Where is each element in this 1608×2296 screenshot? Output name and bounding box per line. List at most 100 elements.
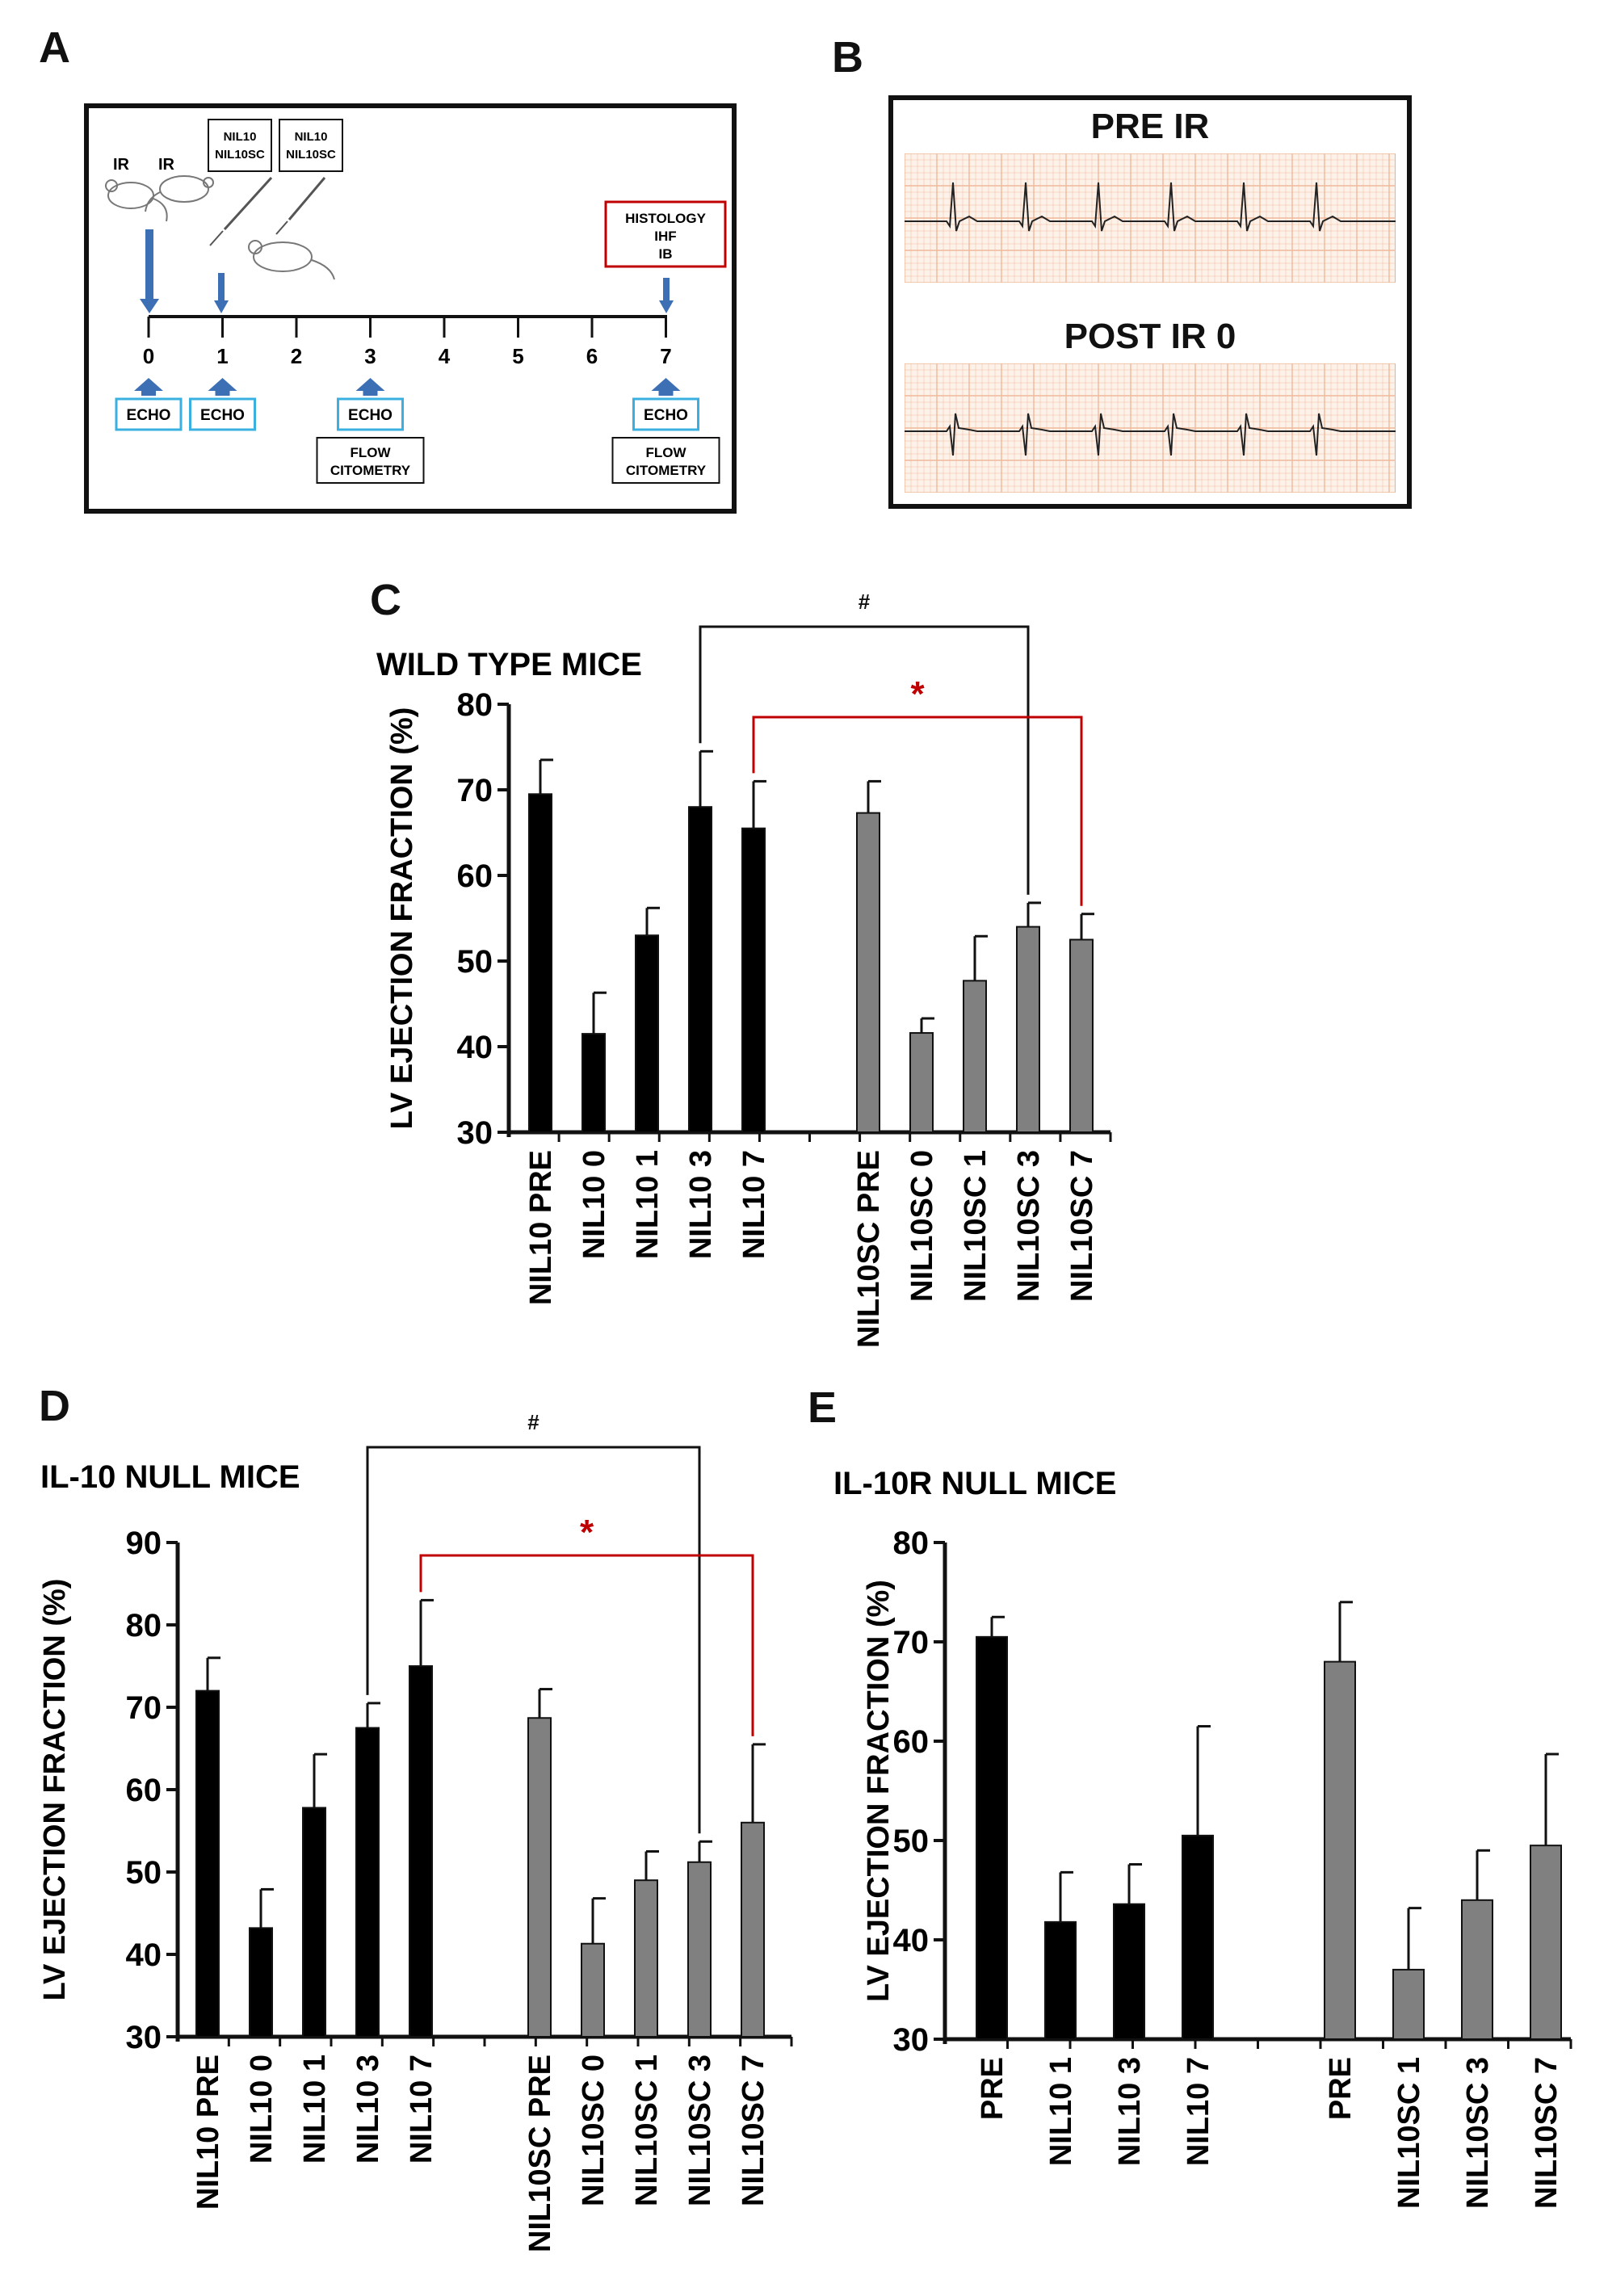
chart-il10r-null: IL-10R NULL MICE LV EJECTION FRACTION (%)… <box>833 1466 1572 2209</box>
x-tick-label: NIL10 7 <box>1182 2057 1215 2166</box>
x-tick-label: NIL10 3 <box>684 1150 718 1259</box>
endpoint-label: HISTOLOGY <box>625 211 706 226</box>
ecg-trace <box>905 182 1396 232</box>
bar <box>687 1861 712 2038</box>
ecg-panel: PRE IR POST IR 0 <box>888 95 1412 509</box>
bar <box>409 1665 433 2038</box>
up-arrow-icon <box>355 378 385 396</box>
day-label: 0 <box>143 344 154 368</box>
significance-star: * <box>910 674 925 714</box>
x-tick-label: NIL10 1 <box>631 1150 665 1259</box>
panel-letter-c: C <box>370 576 401 624</box>
drug-box <box>208 119 272 172</box>
ecg-trace <box>905 413 1396 456</box>
bar <box>976 1635 1008 2040</box>
bar <box>195 1689 220 2038</box>
x-tick-label: NIL10SC 7 <box>737 2055 770 2206</box>
bar <box>581 1033 606 1133</box>
chart-il10-null: IL-10 NULL MICE LV EJECTION FRACTION (%) 3… <box>38 1410 793 2252</box>
y-tick-label: 40 <box>457 1030 493 1065</box>
bar <box>355 1727 380 2038</box>
endpoint-box <box>604 200 727 268</box>
significance-bracket-hash <box>699 625 1030 895</box>
x-tick-label: NIL10 1 <box>1044 2057 1078 2166</box>
chart-title: IL-10R NULL MICE <box>833 1466 1116 1501</box>
y-tick-label: 60 <box>126 1773 162 1808</box>
mouse-icon <box>248 240 335 280</box>
drug-label: NIL10 <box>295 130 328 144</box>
x-tick-label: NIL10 3 <box>351 2055 385 2164</box>
bar <box>1461 1899 1493 2040</box>
flow-label: CITOMETRY <box>330 463 411 478</box>
endpoint-label: IHF <box>654 229 676 244</box>
ir-label-2: IR <box>158 156 175 174</box>
echo-box <box>337 397 404 431</box>
x-tick-label: NIL10SC 3 <box>1012 1150 1046 1302</box>
bar <box>688 806 712 1133</box>
mouse-icon <box>105 179 168 222</box>
x-tick-label: NIL10SC 0 <box>577 2055 611 2206</box>
x-tick-label: NIL10 0 <box>245 2055 279 2164</box>
ecg-post-label: POST IR 0 <box>1064 317 1236 356</box>
y-tick-label: 60 <box>893 1724 930 1760</box>
chart-title: IL-10 NULL MICE <box>40 1459 300 1495</box>
y-tick-label: 40 <box>893 1923 930 1958</box>
day-label: 5 <box>512 344 523 368</box>
flow-label: FLOW <box>350 445 391 460</box>
ir-label-1: IR <box>113 156 130 174</box>
bar <box>1069 938 1094 1133</box>
x-tick-label: NIL10SC 0 <box>905 1150 939 1302</box>
echo-box <box>189 397 256 431</box>
y-tick-label: 80 <box>457 687 493 723</box>
significance-bracket-star <box>752 716 1083 906</box>
day-label: 3 <box>364 344 376 368</box>
timeline-panel: IR IR NIL10 NIL10SC NIL10 NIL10SC <box>84 103 737 514</box>
up-arrow-icon <box>134 378 163 396</box>
x-tick-label: NIL10 7 <box>737 1150 771 1259</box>
y-tick-label: 70 <box>893 1625 930 1660</box>
ecg-pre-strip <box>905 153 1396 283</box>
x-tick-label: NIL10 1 <box>298 2055 332 2164</box>
flow-box <box>316 437 425 484</box>
drug-box <box>279 119 343 172</box>
bar <box>1392 1968 1425 2041</box>
echo-label: ECHO <box>127 407 171 424</box>
bar <box>581 1942 605 2038</box>
flow-label: FLOW <box>645 445 686 460</box>
timeline-diagram: IR IR NIL10 NIL10SC NIL10 NIL10SC <box>105 119 727 484</box>
x-tick-label: NIL10SC 1 <box>1392 2057 1426 2209</box>
y-axis-label: LV EJECTION FRACTION (%) <box>385 707 419 1130</box>
panel-letter-b: B <box>832 33 863 82</box>
y-tick-label: 60 <box>457 858 493 894</box>
x-tick-label: NIL10SC PRE <box>523 2055 557 2252</box>
significance-bracket-hash <box>366 1446 701 1834</box>
significance-star: * <box>580 1513 594 1552</box>
y-tick-label: 80 <box>893 1526 930 1561</box>
mouse-icon <box>145 175 214 212</box>
drug-label: NIL10 <box>224 130 257 144</box>
x-tick-label: NIL10SC 7 <box>1530 2057 1564 2209</box>
endpoint-label: IB <box>659 246 673 262</box>
day-label: 2 <box>291 344 302 368</box>
ecg-pre-label: PRE IR <box>1090 107 1210 146</box>
significance-hash: # <box>527 1410 539 1434</box>
bar <box>856 812 880 1133</box>
y-tick-label: 30 <box>893 2022 930 2058</box>
y-tick-label: 70 <box>457 773 493 808</box>
bar <box>741 1821 765 2038</box>
day-label: 1 <box>216 344 228 368</box>
y-axis-label: LV EJECTION FRACTION (%) <box>38 1579 72 2001</box>
y-tick-label: 80 <box>126 1608 162 1643</box>
echo-box <box>632 397 699 431</box>
day-label: 6 <box>586 344 598 368</box>
echo-label: ECHO <box>200 407 245 424</box>
x-tick-label: NIL10SC 3 <box>1461 2057 1495 2209</box>
y-tick-label: 50 <box>457 944 493 980</box>
x-tick-label: NIL10 7 <box>405 2055 439 2164</box>
drug-label: NIL10SC <box>215 148 265 162</box>
y-tick-label: 50 <box>126 1855 162 1891</box>
panel-letter-a: A <box>39 23 70 72</box>
significance-hash: # <box>859 590 871 614</box>
y-tick-label: 30 <box>457 1115 493 1151</box>
x-tick-label: NIL10SC 1 <box>959 1150 993 1302</box>
